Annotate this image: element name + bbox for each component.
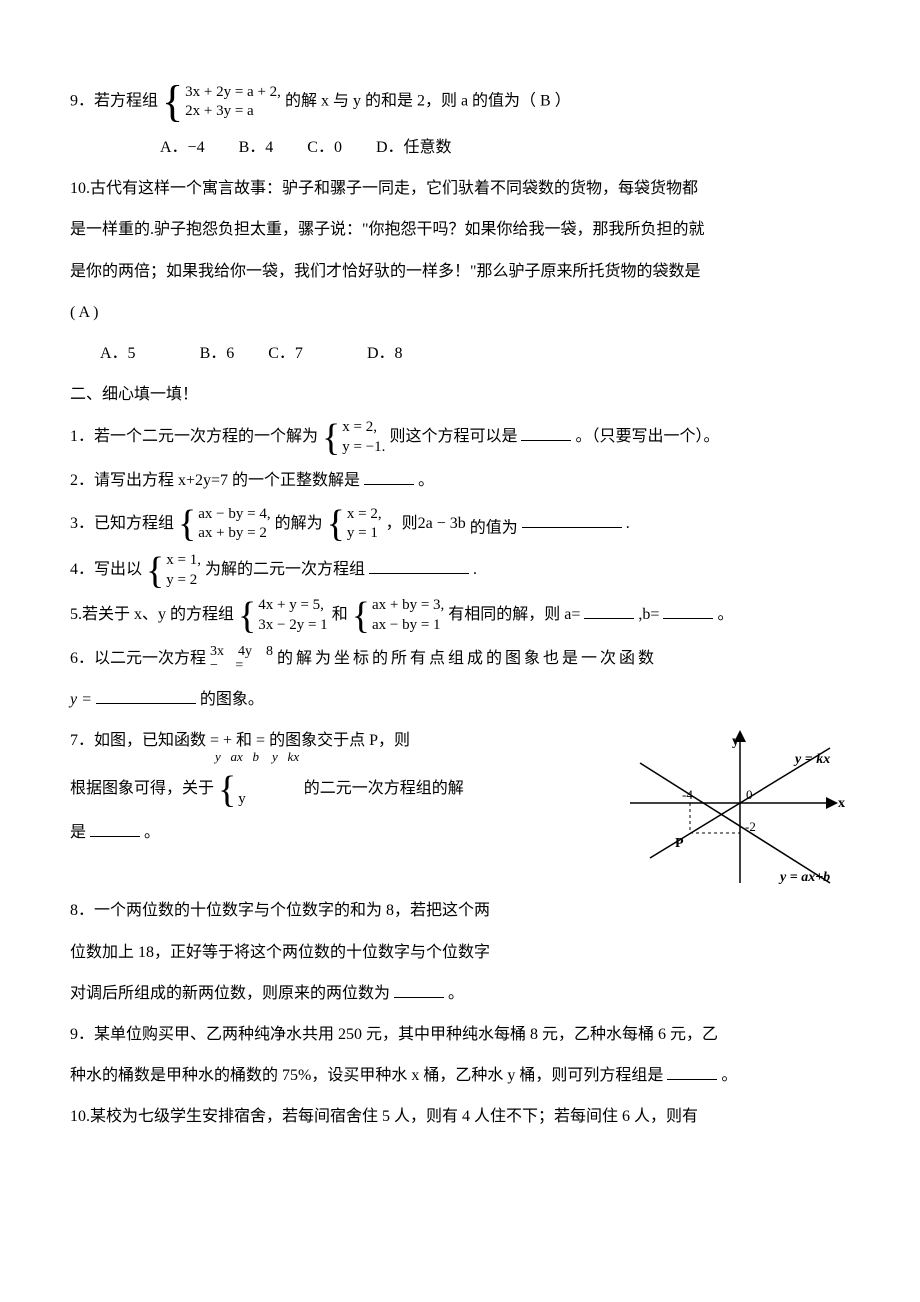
- tick-m4: -4: [682, 787, 693, 802]
- f1-prefix: 1．若一个二元一次方程的一个解为: [70, 428, 318, 445]
- graph-figure: y x 0 -4 -2 P y = kx y = ax+b: [620, 723, 850, 893]
- f7-l2: 根据图象可得，关于 { y 的二元一次方程组的解: [70, 770, 610, 809]
- q9: 9．若方程组 { 3x + 2y = a + 2, 2x + 3y = a 的解…: [70, 80, 850, 124]
- f5: 5.若关于 x、y 的方程组 { 4x + y = 5, 3x − 2y = 1…: [70, 596, 850, 635]
- f3: 3．已知方程组 { ax − by = 4, ax + by = 2 的解为 {…: [70, 505, 850, 546]
- f6-prefix: 6．以二元一次方程: [70, 650, 206, 667]
- opt-b: B．4: [239, 139, 274, 156]
- f6-suffix: 的图象。: [200, 691, 264, 708]
- f8-l2: 位数加上 18，正好等于将这个两位数的十位数字与个位数字: [70, 935, 850, 970]
- f6: 6．以二元一次方程 3x 4y 8 − = 的解为坐标的所有点组成的图象也是一次…: [70, 641, 850, 676]
- f4-suffix: 为解的二元一次方程组: [205, 561, 365, 578]
- f7-l3: 是 。: [70, 815, 610, 850]
- f5-blank-b: [663, 603, 713, 619]
- f7-brace: { y: [218, 770, 246, 809]
- f9-l1: 9．某单位购买甲、乙两种纯净水共用 250 元，其中甲种纯水每桶 8 元，乙种水…: [70, 1017, 850, 1052]
- f8-blank: [394, 982, 444, 998]
- f10-l1: 10.某校为七级学生安排宿舍，若每间宿舍住 5 人，则有 4 人住不下；若每间住…: [70, 1099, 850, 1134]
- f9-l2: 种水的桶数是甲种水的桶数的 75%，设买甲种水 x 桶，乙种水 y 桶，则可列方…: [70, 1058, 850, 1093]
- f1: 1．若一个二元一次方程的一个解为 { x = 2, y = −1. 则这个方程可…: [70, 418, 850, 457]
- f5-eqs2: { ax + by = 3, ax − by = 1: [352, 596, 445, 635]
- q9-close: ）: [555, 93, 571, 110]
- f5-mid: 有相同的解，则 a=: [448, 606, 580, 623]
- f7-blank: [90, 821, 140, 837]
- f2-text: 2．请写出方程 x+2y=7 的一个正整数解是: [70, 472, 360, 489]
- tick-m2: -2: [745, 819, 756, 834]
- f5-end: 。: [717, 606, 733, 623]
- f4-prefix: 4．写出以: [70, 561, 142, 578]
- f2: 2．请写出方程 x+2y=7 的一个正整数解是 。: [70, 463, 850, 498]
- q9-equations: { 3x + 2y = a + 2, 2x + 3y = a: [162, 80, 281, 124]
- q9-prefix: 9．若方程组: [70, 93, 158, 110]
- f1-equations: { x = 2, y = −1.: [322, 418, 385, 457]
- line-yaxb-label: y = ax+b: [778, 870, 830, 885]
- f5-mid2: ,b=: [638, 606, 659, 623]
- f4: 4．写出以 { x = 1, y = 2 为解的二元一次方程组 .: [70, 551, 850, 590]
- q10-l3: 是你的两倍；如果我给你一袋，我们才恰好驮的一样多！"那么驴子原来所托货物的袋数是: [70, 254, 850, 289]
- axis-y-label: y: [732, 734, 739, 749]
- f3-expr: 2a − 3b: [418, 515, 466, 532]
- f1-blank: [521, 425, 571, 441]
- f3-blank: [522, 512, 622, 528]
- q10-l2: 是一样重的.驴子抱怨负担太重，骡子说："你抱怨干吗？如果你给我一袋，那我所负担的…: [70, 212, 850, 247]
- origin-label: 0: [746, 787, 753, 802]
- f3-prefix: 3．已知方程组: [70, 515, 174, 532]
- axis-x-label: x: [838, 796, 845, 811]
- q9-mid: 的解 x 与 y 的和是 2，则 a 的值为（: [285, 93, 536, 110]
- graph-svg: y x 0 -4 -2 P y = kx y = ax+b: [620, 723, 850, 893]
- f3-then: ，则: [386, 515, 418, 532]
- f5-blank-a: [584, 603, 634, 619]
- f8-l3: 对调后所组成的新两位数，则原来的两位数为 。: [70, 976, 850, 1011]
- f5-prefix: 5.若关于 x、y 的方程组: [70, 606, 234, 623]
- opt-a: A．5: [100, 345, 136, 362]
- line-ykx-label: y = kx: [793, 752, 830, 767]
- f8-l1: 8．一个两位数的十位数字与个位数字的和为 8，若把这个两: [70, 893, 850, 928]
- f9-blank: [667, 1064, 717, 1080]
- f3-eqs: { ax − by = 4, ax + by = 2: [178, 505, 271, 544]
- f4-eqs: { x = 1, y = 2: [146, 551, 201, 590]
- opt-a: A．−4: [160, 139, 205, 156]
- q10-l4: ( A ): [70, 295, 850, 330]
- q9-options: A．−4 B．4 C．0 D．任意数: [70, 130, 850, 165]
- f5-and: 和: [332, 606, 348, 623]
- f1-suffix1: 则这个方程可以是: [389, 428, 517, 445]
- f4-end: .: [473, 561, 477, 578]
- q10-options: A．5 B．6 C．7 D．8: [70, 336, 850, 371]
- f7-l1: 7．如图，已知函数 = + 和 = 的图象交于点 P，则 y ax b y kx: [70, 723, 610, 764]
- f2-blank: [364, 469, 414, 485]
- section-2-title: 二、细心填一填！: [70, 377, 850, 412]
- q10-l1: 10.古代有这样一个寓言故事：驴子和骡子一同走，它们驮着不同袋数的货物，每袋货物…: [70, 171, 850, 206]
- f3-sol: { x = 2, y = 1: [327, 505, 382, 544]
- f3-end: .: [626, 515, 630, 532]
- f2-suffix: 。: [418, 472, 434, 489]
- opt-d: D．任意数: [376, 139, 452, 156]
- opt-c: C．0: [307, 139, 342, 156]
- q9-answer: B: [540, 93, 551, 110]
- f4-blank: [369, 558, 469, 574]
- opt-c: C．7: [268, 345, 303, 362]
- f7-row: 7．如图，已知函数 = + 和 = 的图象交于点 P，则 y ax b y kx…: [70, 723, 850, 893]
- f3-mid: 的解为: [275, 515, 323, 532]
- f3-suffix: 的值为: [470, 519, 518, 536]
- point-p: P: [675, 836, 684, 851]
- f1-suffix2: 。（只要写出一个）。: [575, 428, 719, 445]
- f6-blank: [96, 688, 196, 704]
- opt-d: D．8: [367, 345, 403, 362]
- f6-yeq: y =: [70, 691, 96, 708]
- f6b: y = 的图象。: [70, 682, 850, 717]
- f5-eqs1: { 4x + y = 5, 3x − 2y = 1: [238, 596, 328, 635]
- opt-b: B．6: [200, 345, 235, 362]
- f6-expr: 3x 4y 8 − =: [210, 645, 273, 673]
- f6-mid: 的解为坐标的所有点组成的图象也是一次函数: [277, 650, 657, 667]
